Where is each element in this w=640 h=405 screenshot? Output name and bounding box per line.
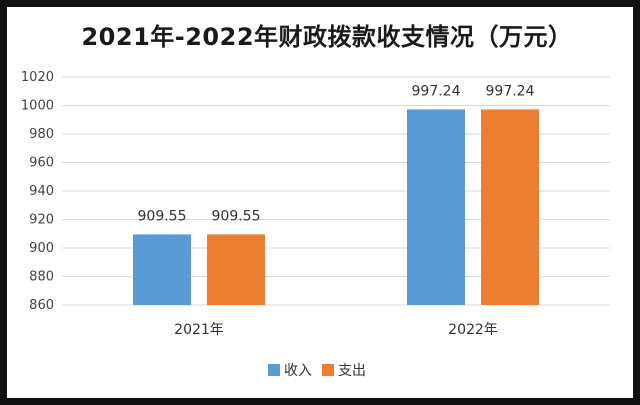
- bar-expense: [207, 234, 265, 305]
- bar-income: [407, 109, 465, 305]
- data-label: 997.24: [412, 83, 461, 99]
- y-tick-label: 860: [29, 298, 54, 313]
- y-tick-label: 1020: [21, 70, 54, 85]
- legend-swatch: [268, 364, 280, 376]
- y-tick-label: 900: [29, 241, 54, 256]
- y-tick-label: 880: [29, 270, 54, 285]
- x-category-label: 2022年: [448, 322, 498, 338]
- bar-expense: [481, 109, 539, 305]
- chart-title: 2021年-2022年财政拨款收支情况（万元）: [81, 23, 573, 51]
- legend-label: 支出: [338, 363, 366, 379]
- data-label: 909.55: [212, 208, 261, 224]
- data-label: 997.24: [486, 83, 535, 99]
- y-tick-label: 920: [29, 213, 54, 228]
- legend-label: 收入: [284, 363, 312, 379]
- bar-income: [133, 234, 191, 305]
- y-tick-label: 960: [29, 156, 54, 171]
- x-category-label: 2021年: [174, 322, 224, 338]
- legend-swatch: [322, 364, 334, 376]
- y-tick-label: 1000: [21, 99, 54, 114]
- y-tick-label: 940: [29, 184, 54, 199]
- y-tick-label: 980: [29, 127, 54, 142]
- data-label: 909.55: [138, 208, 187, 224]
